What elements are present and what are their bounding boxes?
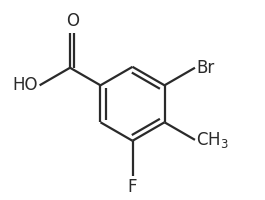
Text: F: F — [128, 178, 137, 196]
Text: Br: Br — [196, 59, 215, 77]
Text: O: O — [66, 12, 79, 30]
Text: HO: HO — [13, 76, 38, 94]
Text: CH$_3$: CH$_3$ — [196, 130, 229, 150]
